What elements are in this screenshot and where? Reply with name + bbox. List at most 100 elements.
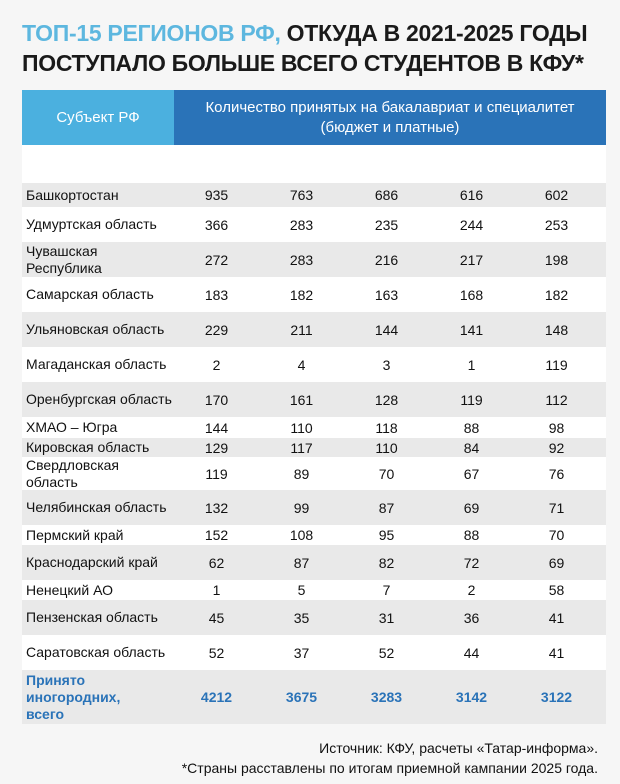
value-cell: 272 [204,251,229,268]
value-cell: 152 [204,527,229,543]
value-cell: 182 [544,286,569,303]
value-cell: 45 [208,609,225,626]
value-cell: 5 [297,582,306,598]
value-cell: 112 [545,391,568,408]
value-cell: 89 [293,465,310,482]
table-row: Челябинская область 132 99 87 69 71 [22,490,606,525]
value-cell: 602 [544,187,569,203]
table-row: Свердловская область 119 89 70 67 76 [22,457,606,490]
table-row: Пензенская область 45 35 31 36 41 [22,600,606,635]
table-row: Ненецкий АО 1 5 7 2 58 [22,580,606,600]
value-cell: 141 [459,321,484,338]
region-name: Ульяновская область [26,321,165,337]
value-cell: 37 [293,644,310,661]
value-cell: 99 [293,499,310,516]
value-cell: 244 [459,216,484,233]
value-cell: 70 [548,527,565,543]
table-row: Башкортостан 935 763 686 616 602 [22,183,606,207]
total-cell: 3142 [455,689,488,705]
title-highlight: ТОП-15 РЕГИОНОВ РФ, [22,20,281,46]
value-cell: 211 [290,321,313,338]
value-cell: 110 [290,419,313,436]
table-row: Удмуртская область 366 283 235 244 253 [22,207,606,242]
value-cell: 69 [548,554,565,571]
value-cell: 616 [459,187,484,203]
region-name: Самарская область [26,286,154,302]
region-name: Свердловская область [26,456,120,490]
value-cell: 182 [289,286,314,303]
region-name: Саратовская область [26,644,166,660]
total-cell: 3283 [370,689,403,705]
value-cell: 92 [548,439,565,456]
region-name: Ненецкий АО [26,581,114,598]
region-name: Оренбургская область [26,391,172,407]
value-cell: 3 [382,356,391,373]
value-cell: 82 [378,554,395,571]
value-cell: 58 [548,582,565,598]
total-cell: 4212 [200,689,233,705]
region-name: Удмуртская область [26,216,157,232]
value-cell: 118 [375,419,398,436]
table-row: Пермский край 152 108 95 88 70 [22,525,606,545]
value-cell: 763 [289,187,314,203]
value-cell: 163 [374,286,399,303]
region-name: ХМАО – Югра [26,419,118,435]
value-cell: 170 [204,391,229,408]
region-name: Чувашская Республика [26,242,102,276]
value-cell: 88 [463,527,480,543]
table-row: Саратовская область 52 37 52 44 41 [22,635,606,670]
table-row: Оренбургская область 170 161 128 119 112 [22,382,606,417]
value-cell: 129 [204,439,229,456]
region-name: Краснодарский край [26,554,158,570]
value-cell: 69 [463,499,480,516]
value-cell: 935 [204,187,229,203]
value-cell: 98 [548,419,565,436]
value-cell: 2 [467,582,476,598]
value-cell: 283 [289,251,314,268]
page-title: ТОП-15 РЕГИОНОВ РФ, ОТКУДА В 2021-2025 Г… [22,18,588,78]
value-cell: 144 [204,419,229,436]
value-cell: 198 [544,251,569,268]
region-name: Пермский край [26,526,124,543]
value-cell: 44 [463,644,480,661]
value-cell: 1 [212,582,221,598]
value-cell: 1 [467,356,476,373]
value-cell: 144 [374,321,399,338]
value-cell: 168 [459,286,484,303]
value-cell: 41 [548,644,565,661]
header-subject: Субъект РФ [22,90,174,145]
value-cell: 283 [289,216,314,233]
region-name: Кировская область [26,439,150,455]
region-name: Магаданская область [26,356,167,372]
title-rest: ОТКУДА В 2021-2025 ГОДЫ [280,20,588,46]
data-table: Субъект РФ Количество принятых на бакала… [22,90,606,724]
value-cell: 132 [204,499,229,516]
value-cell: 366 [204,216,229,233]
value-cell: 41 [548,609,565,626]
total-cell: 3122 [540,689,573,705]
value-cell: 67 [463,465,480,482]
value-cell: 36 [463,609,480,626]
footnote: *Страны расставлены по итогам приемной к… [181,760,598,776]
value-cell: 35 [293,609,310,626]
table-row: Ульяновская область 229 211 144 141 148 [22,312,606,347]
table-header: Субъект РФ Количество принятых на бакала… [22,90,606,145]
value-cell: 87 [378,499,395,516]
value-cell: 148 [544,321,569,338]
value-cell: 52 [208,644,225,661]
region-name: Челябинская область [26,499,167,515]
source: Источник: КФУ, расчеты «Татар-информа». [319,740,598,756]
value-cell: 183 [204,286,229,303]
source-note: Источник: КФУ, расчеты «Татар-информа». … [182,738,598,778]
value-cell: 72 [463,554,480,571]
value-cell: 117 [290,439,313,456]
value-cell: 88 [463,419,480,436]
table-row: Кировская область 129 117 110 84 92 [22,438,606,457]
table-row: Чувашская Республика 272 283 216 217 198 [22,242,606,277]
header-values: Количество принятых на бакалавриат и спе… [174,90,606,145]
value-cell: 110 [375,439,398,456]
value-cell: 235 [374,216,399,233]
value-cell: 229 [204,321,229,338]
table-row: Магаданская область 2 4 3 1 119 [22,347,606,382]
total-cell: 3675 [285,689,318,705]
